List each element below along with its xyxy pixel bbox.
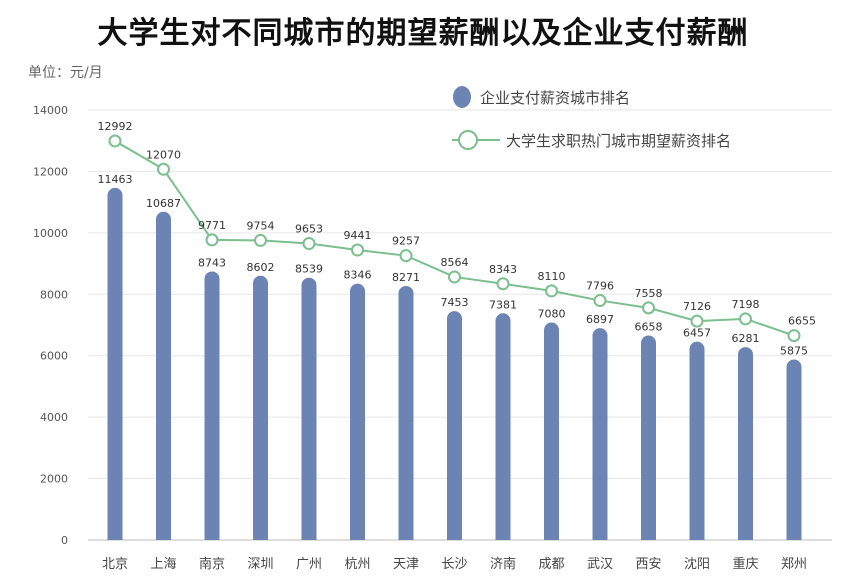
line-value-label: 7796	[586, 280, 614, 293]
x-tick-label: 成都	[538, 557, 564, 572]
legend-bar-swatch	[453, 86, 471, 108]
legend-line-label: 大学生求职热门城市期望薪资排名	[506, 132, 731, 150]
line-value-label: 9771	[198, 219, 226, 232]
y-tick-label: 4000	[40, 411, 68, 424]
x-tick-label: 深圳	[247, 557, 273, 572]
y-tick-label: 8000	[40, 288, 68, 301]
line-point	[739, 312, 752, 326]
y-tick-label: 0	[61, 534, 68, 547]
y-tick-label: 6000	[40, 350, 68, 363]
line-point	[593, 294, 607, 308]
bar-value-label: 5875	[780, 345, 808, 358]
x-tick-label: 北京	[102, 557, 128, 572]
bar-value-label: 8743	[198, 256, 226, 269]
line-value-label: 9441	[344, 229, 372, 242]
line-value-label: 12070	[146, 148, 181, 161]
x-tick-label: 济南	[490, 556, 516, 572]
line-value-label: 9653	[295, 223, 323, 236]
bar-layer	[107, 187, 802, 540]
x-tick-label: 天津	[393, 557, 419, 572]
bar-value-label: 8602	[247, 261, 275, 274]
bar-value-label: 6281	[732, 332, 760, 345]
y-tick-label: 10000	[33, 227, 68, 240]
bar-value-label: 11463	[98, 173, 133, 186]
x-tick-label: 长沙	[441, 557, 467, 572]
bar-value-label: 6658	[635, 321, 663, 334]
label-layer: 11463 北京 10687 上海 8743 南京 8602 深圳 8539 广州 8346 杭州 82…	[98, 120, 817, 572]
y-tick-label: 2000	[40, 473, 68, 486]
line-point	[108, 134, 122, 148]
line-point	[302, 237, 316, 251]
bar-value-label: 7453	[441, 296, 469, 309]
line-layer	[108, 134, 801, 343]
x-tick-label: 武汉	[587, 557, 613, 572]
bar	[641, 335, 657, 540]
bar-value-label: 8271	[392, 271, 420, 284]
x-tick-label: 上海	[150, 557, 176, 572]
bar	[738, 347, 753, 540]
line-point	[690, 314, 704, 328]
bar	[447, 311, 462, 540]
line-value-label: 8110	[538, 270, 566, 283]
line-point	[205, 233, 219, 247]
line-value-label: 12992	[98, 120, 133, 133]
line-point	[157, 162, 170, 176]
line-point	[642, 301, 655, 315]
line-value-label: 8564	[441, 256, 469, 269]
bar	[786, 359, 802, 540]
y-tick-label: 12000	[33, 165, 68, 178]
bar	[253, 275, 268, 540]
bar	[204, 271, 220, 540]
bar	[398, 285, 414, 540]
line-value-label: 9754	[247, 219, 275, 232]
x-tick-label: 郑州	[781, 557, 807, 572]
line-point	[545, 284, 558, 298]
line-value-label: 7558	[635, 287, 663, 300]
bar	[592, 328, 608, 540]
bar-value-label: 10687	[146, 197, 181, 210]
line-point	[254, 233, 267, 247]
bar-value-label: 7080	[538, 308, 566, 321]
legend: 企业支付薪资城市排名 大学生求职热门城市期望薪资排名	[452, 86, 731, 150]
line-value-label: 7198	[732, 298, 760, 311]
line-point	[787, 329, 801, 343]
line-point	[448, 270, 461, 284]
bar-value-label: 7381	[489, 298, 517, 311]
x-tick-label: 杭州	[344, 557, 370, 572]
legend-bar-label: 企业支付薪资城市排名	[480, 89, 630, 107]
x-tick-label: 沈阳	[684, 557, 710, 572]
line-value-label: 9257	[392, 235, 420, 248]
bar	[156, 211, 171, 540]
bar	[350, 283, 365, 540]
bar	[301, 277, 317, 540]
y-tick-label: 14000	[33, 104, 68, 117]
chart-title: 大学生对不同城市的期望薪酬以及企业支付薪酬	[97, 16, 749, 51]
bar-value-label: 6897	[586, 313, 614, 326]
bar	[495, 313, 511, 540]
axis-layer: 0 2000 4000 6000 8000 10000 12000 14000	[33, 104, 832, 547]
legend-line-marker	[458, 130, 478, 150]
bar	[544, 322, 559, 540]
unit-label: 单位：元/月	[28, 65, 103, 81]
bar	[107, 187, 123, 540]
x-tick-label: 重庆	[732, 556, 758, 572]
x-tick-label: 南京	[199, 556, 225, 572]
bar	[689, 341, 705, 540]
bar-value-label: 8539	[295, 263, 323, 276]
bar-value-label: 8346	[344, 269, 372, 282]
line-value-label: 7126	[683, 300, 711, 313]
line-value-label: 6655	[788, 315, 816, 328]
line-value-label: 8343	[489, 263, 517, 276]
line-point	[351, 243, 364, 257]
line-point	[399, 249, 413, 263]
line-point	[496, 277, 510, 291]
x-tick-label: 广州	[296, 557, 322, 572]
bar-value-label: 6457	[683, 327, 711, 340]
x-tick-label: 西安	[635, 557, 661, 572]
